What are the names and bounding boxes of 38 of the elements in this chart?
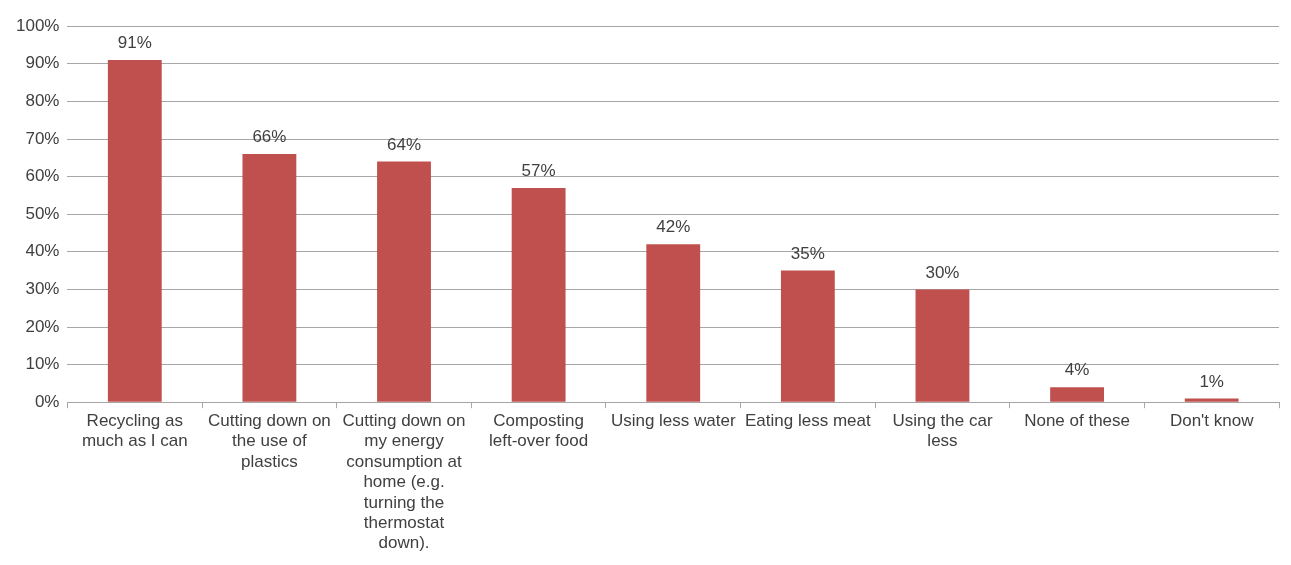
- data-label: 1%: [1199, 371, 1224, 391]
- x-tick-label: Cutting down on the use of plastics: [207, 411, 331, 471]
- y-tick-label: 90%: [25, 53, 60, 73]
- y-tick-label: 10%: [25, 354, 60, 374]
- bar: [915, 289, 970, 402]
- y-tick-label: 30%: [25, 279, 60, 299]
- y-tick-label: 70%: [25, 128, 60, 148]
- data-label: 91%: [117, 33, 152, 53]
- x-tick-label: Composting left-over food: [489, 411, 589, 451]
- x-tick-label: Recycling as much as I can: [81, 411, 188, 451]
- bar: [511, 187, 566, 402]
- bar: [646, 244, 701, 402]
- data-label: 42%: [656, 217, 691, 237]
- bar: [1050, 387, 1104, 402]
- bar: [242, 154, 297, 402]
- x-tick-label: Cutting down on my energy consumption at home (e.g. turning the thermostat down).: [342, 411, 466, 553]
- bar: [1184, 398, 1239, 402]
- x-tick-label: Using the car less: [892, 411, 993, 451]
- data-label: 4%: [1064, 360, 1090, 380]
- data-label: 35%: [790, 243, 825, 263]
- y-tick-label: 60%: [25, 166, 60, 186]
- data-label: 64%: [387, 134, 422, 154]
- x-tick-label: Eating less meat: [745, 411, 871, 431]
- y-tick-label: 0%: [34, 391, 60, 411]
- y-tick-label: 20%: [25, 316, 60, 336]
- data-label: 57%: [521, 161, 556, 181]
- data-label: 30%: [925, 262, 960, 282]
- y-tick-label: 50%: [25, 203, 60, 223]
- x-tick-label: None of these: [1024, 411, 1131, 431]
- bar: [780, 270, 835, 402]
- x-tick-label: Using less water: [610, 411, 736, 431]
- bar: [377, 161, 431, 402]
- x-tick-label: Don't know: [1169, 411, 1255, 431]
- bar: [107, 60, 162, 402]
- y-tick-label: 80%: [25, 91, 60, 111]
- y-tick-label: 100%: [16, 15, 60, 35]
- y-tick-label: 40%: [25, 241, 60, 261]
- data-label: 66%: [252, 127, 287, 147]
